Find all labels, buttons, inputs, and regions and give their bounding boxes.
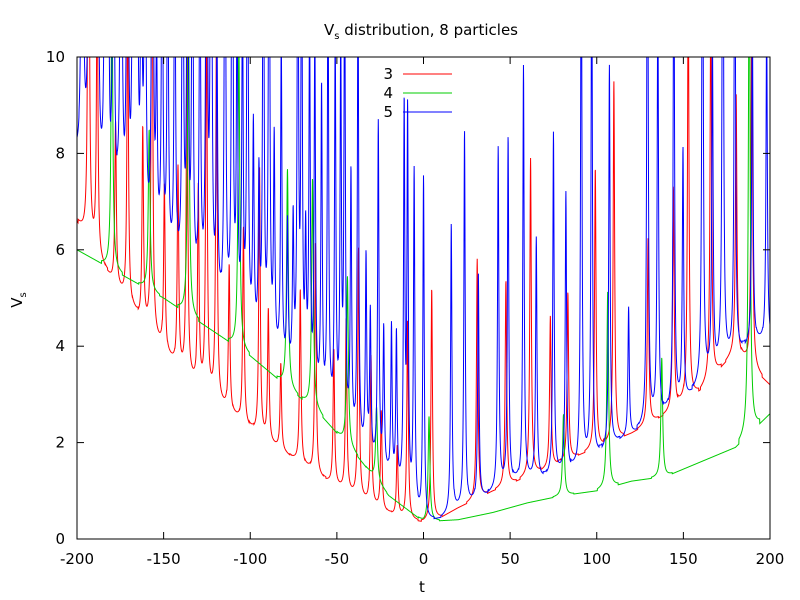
x-tick-label: 100 [582,550,611,568]
y-tick-label: 8 [55,144,65,162]
legend: 345 [383,65,452,121]
series-line-5 [77,57,770,520]
y-tick-label: 6 [55,241,65,259]
y-tick-label: 2 [55,434,65,452]
y-tick-label: 4 [55,337,65,355]
y-ticks: 0 2 4 6 8 10 [46,48,770,548]
y-tick-label: 10 [46,48,65,66]
x-axis-label: t [419,578,425,596]
series-line-3 [77,57,770,522]
chart-title: Vs distribution, 8 particles [324,21,518,42]
y-tick-label: 0 [55,530,65,548]
x-tick-label: -200 [60,550,94,568]
legend-label: 4 [383,84,393,102]
x-tick-label: -150 [147,550,181,568]
x-ticks: -200 -150 -100 -50 0 50 100 150 200 [60,57,784,568]
legend-label: 5 [383,103,393,121]
x-tick-label: 0 [419,550,429,568]
series-lines [77,57,770,522]
x-tick-label: -50 [325,550,350,568]
x-tick-label: 150 [669,550,698,568]
legend-label: 3 [383,65,393,83]
x-tick-label: -100 [233,550,267,568]
series-line-4 [77,57,770,522]
x-tick-label: 200 [756,550,785,568]
x-tick-label: 50 [501,550,520,568]
y-axis-label: Vs [8,292,29,307]
